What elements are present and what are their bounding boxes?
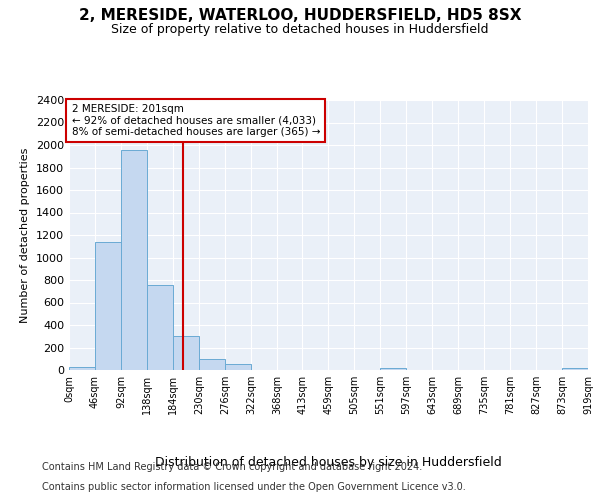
Y-axis label: Number of detached properties: Number of detached properties [20,148,31,322]
X-axis label: Distribution of detached houses by size in Huddersfield: Distribution of detached houses by size … [155,456,502,469]
Bar [380,368,406,370]
Bar [95,242,121,370]
Text: 2 MERESIDE: 201sqm
← 92% of detached houses are smaller (4,033)
8% of semi-detac: 2 MERESIDE: 201sqm ← 92% of detached hou… [71,104,320,137]
Bar [173,336,199,370]
Bar [562,368,588,370]
Text: 2, MERESIDE, WATERLOO, HUDDERSFIELD, HD5 8SX: 2, MERESIDE, WATERLOO, HUDDERSFIELD, HD5… [79,8,521,22]
Bar [147,284,173,370]
Text: Size of property relative to detached houses in Huddersfield: Size of property relative to detached ho… [111,22,489,36]
Bar [225,364,251,370]
Text: Contains HM Land Registry data © Crown copyright and database right 2024.: Contains HM Land Registry data © Crown c… [42,462,422,472]
Text: Contains public sector information licensed under the Open Government Licence v3: Contains public sector information licen… [42,482,466,492]
Bar [69,366,95,370]
Bar [121,150,147,370]
Bar [199,359,225,370]
